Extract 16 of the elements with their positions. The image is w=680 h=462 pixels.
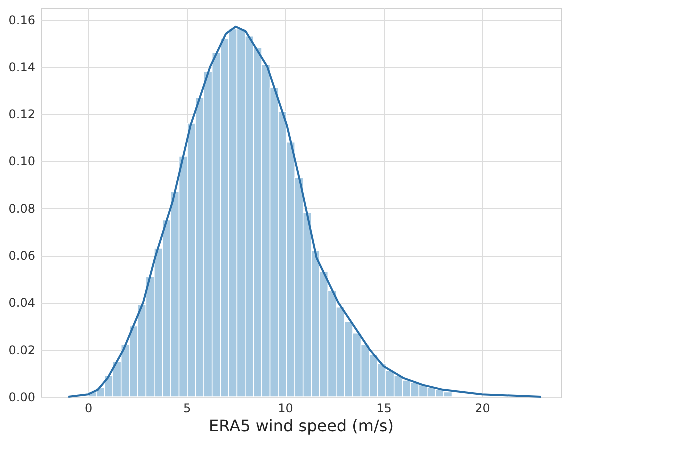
x-tick-label: 5	[183, 402, 192, 416]
y-tick-label: 0.12	[8, 108, 36, 122]
y-tick-label: 0.10	[8, 154, 36, 169]
y-tick-label: 0.14	[8, 60, 36, 74]
line-series	[68, 26, 542, 398]
y-tick-label: 0.04	[8, 296, 36, 310]
y-tick-label: 0.02	[8, 343, 36, 358]
x-tick-label: 0	[84, 402, 93, 416]
y-tick-label: 0.16	[8, 13, 36, 28]
y-tick-label: 0.08	[8, 202, 36, 216]
x-tick-label: 20	[475, 402, 490, 416]
y-tick-label: 0.00	[8, 390, 36, 404]
y-tick-label: 0.06	[8, 249, 36, 264]
x-tick-label: 10	[278, 402, 294, 416]
x-axis-title: ERA5 wind speed (m/s)	[209, 416, 394, 436]
x-tick-label: 15	[376, 402, 392, 416]
